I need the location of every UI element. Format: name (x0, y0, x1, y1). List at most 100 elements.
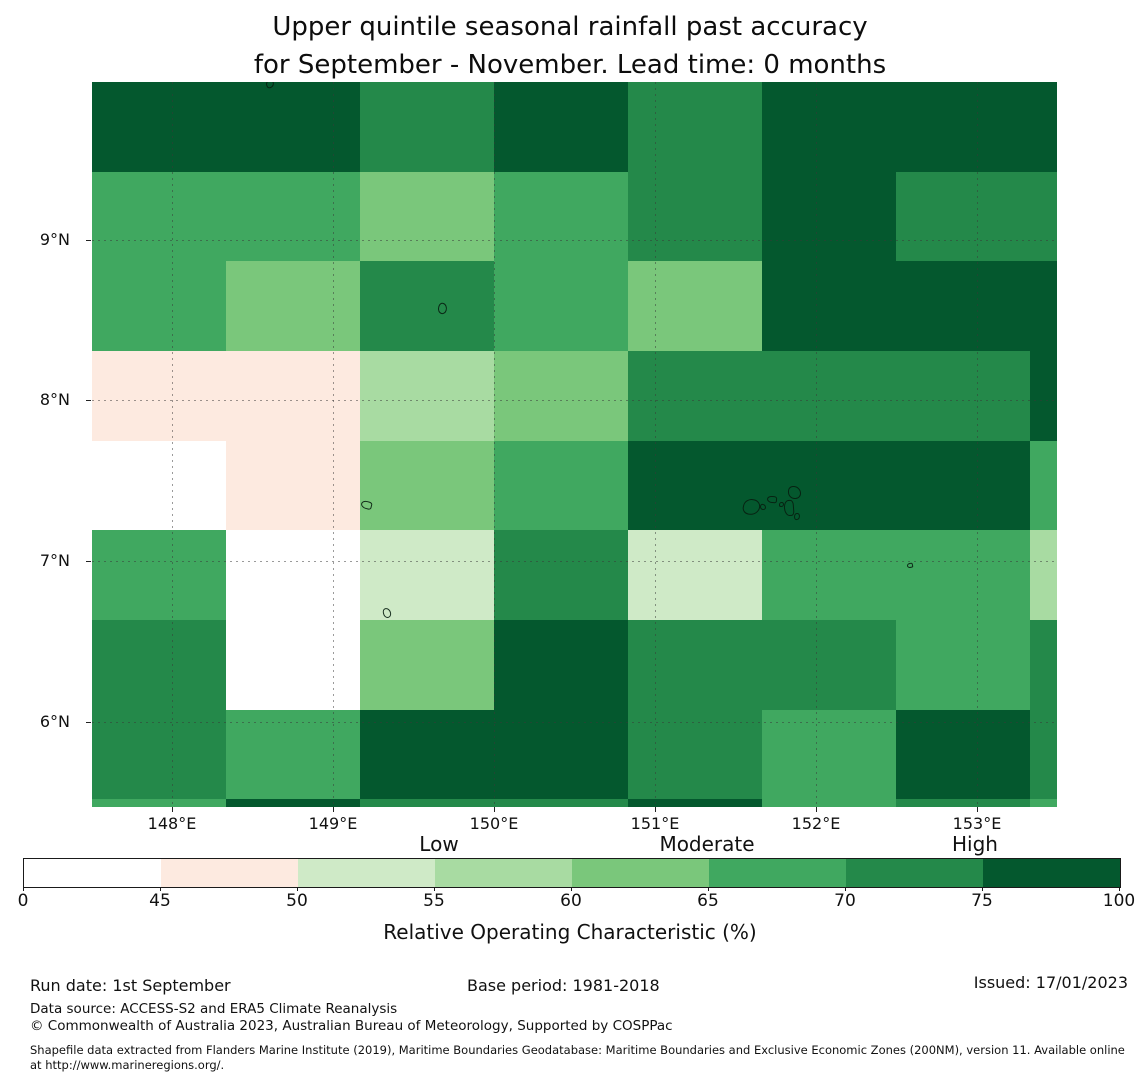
heatmap-cell (896, 261, 1030, 351)
legend-label-high: High (952, 832, 998, 856)
y-axis-tick (86, 722, 91, 723)
x-axis-tick-label: 148°E (147, 814, 197, 833)
heatmap-cell (360, 710, 494, 799)
y-axis-tick-label: 7°N (39, 551, 70, 570)
colorbar-tick (571, 887, 572, 891)
heatmap-cell (226, 172, 360, 261)
heatmap-cell (1030, 172, 1057, 261)
heatmap-cell (92, 799, 226, 807)
colorbar-segment (161, 859, 298, 887)
heatmap-cell (628, 351, 762, 441)
heatmap-cell (360, 351, 494, 441)
data-source-text: Data source: ACCESS-S2 and ERA5 Climate … (30, 1001, 398, 1017)
heatmap-cell (226, 620, 360, 710)
legend-label-low: Low (419, 832, 459, 856)
x-axis-tick (977, 807, 978, 812)
heatmap-cell (1030, 441, 1057, 530)
heatmap-cell (92, 261, 226, 351)
heatmap-cell (1030, 799, 1057, 807)
colorbar-tick (160, 887, 161, 891)
colorbar-tick-label: 100 (1102, 891, 1136, 911)
heatmap-cell (226, 441, 360, 530)
heatmap-cell (360, 172, 494, 261)
heatmap-cell (226, 530, 360, 620)
colorbar-tick (434, 887, 435, 891)
x-axis-tick (333, 807, 334, 812)
heatmap-cell (628, 530, 762, 620)
heatmap-cell (896, 710, 1030, 799)
x-axis-tick-label: 149°E (308, 814, 358, 833)
heatmap-cell (226, 799, 360, 807)
heatmap-cell (226, 261, 360, 351)
base-period-text: Base period: 1981-2018 (467, 976, 660, 995)
chart-title-line1: Upper quintile seasonal rainfall past ac… (272, 12, 868, 42)
y-axis-tick-label: 9°N (39, 230, 70, 249)
heatmap-cell (494, 620, 628, 710)
heatmap-cell (494, 441, 628, 530)
graticule-hline (92, 722, 1057, 723)
colorbar-segment (709, 859, 846, 887)
x-axis-tick (655, 807, 656, 812)
x-axis-tick-label: 152°E (791, 814, 841, 833)
x-axis-tick-label: 150°E (469, 814, 519, 833)
colorbar-segment (572, 859, 709, 887)
graticule-hline (92, 561, 1057, 562)
colorbar-segment (983, 859, 1120, 887)
heatmap-cell (762, 799, 896, 807)
heatmap-cell (494, 261, 628, 351)
heatmap-cell (628, 172, 762, 261)
x-axis-tick-label: 153°E (952, 814, 1002, 833)
colorbar-tick (297, 887, 298, 891)
heatmap-cell (628, 799, 762, 807)
chart-title: Upper quintile seasonal rainfall past ac… (0, 8, 1140, 84)
colorbar-segment (298, 859, 435, 887)
heatmap-cell (762, 351, 896, 441)
issued-date-text: Issued: 17/01/2023 (973, 973, 1128, 992)
y-axis-tick-label: 8°N (39, 390, 70, 409)
colorbar-tick-label: 45 (149, 891, 171, 911)
colorbar-tick-label: 70 (834, 891, 856, 911)
colorbar-tick-label: 0 (17, 891, 29, 911)
heatmap-cell (1030, 710, 1057, 799)
colorbar-tick (1119, 887, 1120, 891)
heatmap-cell (360, 799, 494, 807)
colorbar-tick (982, 887, 983, 891)
colorbar-tick (23, 887, 24, 891)
x-axis-tick (494, 807, 495, 812)
heatmap-cell (628, 441, 762, 530)
island-outline (787, 485, 802, 500)
heatmap-cell (360, 530, 494, 620)
heatmap-cell (92, 620, 226, 710)
colorbar-segment (435, 859, 572, 887)
heatmap-cell (92, 710, 226, 799)
heatmap-cell (762, 710, 896, 799)
heatmap-cell (92, 351, 226, 441)
heatmap-cell (762, 530, 896, 620)
heatmap-cell (628, 82, 762, 172)
heatmap-cell (360, 620, 494, 710)
heatmap-cell (762, 261, 896, 351)
heatmap-cell (494, 530, 628, 620)
colorbar-tick (845, 887, 846, 891)
heatmap-cell (1030, 530, 1057, 620)
heatmap-cell (896, 82, 1030, 172)
heatmap-cell (360, 261, 494, 351)
colorbar-tick-label: 50 (286, 891, 308, 911)
heatmap-cell (762, 82, 896, 172)
graticule-hline (92, 400, 1057, 401)
heatmap-cell (92, 172, 226, 261)
heatmap-cell (1030, 351, 1057, 441)
heatmap-cell (896, 620, 1030, 710)
heatmap-cell (1030, 620, 1057, 710)
colorbar-segment (24, 859, 161, 887)
colorbar-tick-label: 55 (423, 891, 445, 911)
map-plot-area (92, 82, 1057, 807)
colorbar-tick-label: 60 (560, 891, 582, 911)
heatmap-cell (896, 351, 1030, 441)
heatmap-cell (92, 530, 226, 620)
y-axis-tick (86, 561, 91, 562)
x-axis-tick (172, 807, 173, 812)
graticule-vline (655, 82, 656, 807)
heatmap-cell (628, 620, 762, 710)
heatmap-cell (1030, 82, 1057, 172)
